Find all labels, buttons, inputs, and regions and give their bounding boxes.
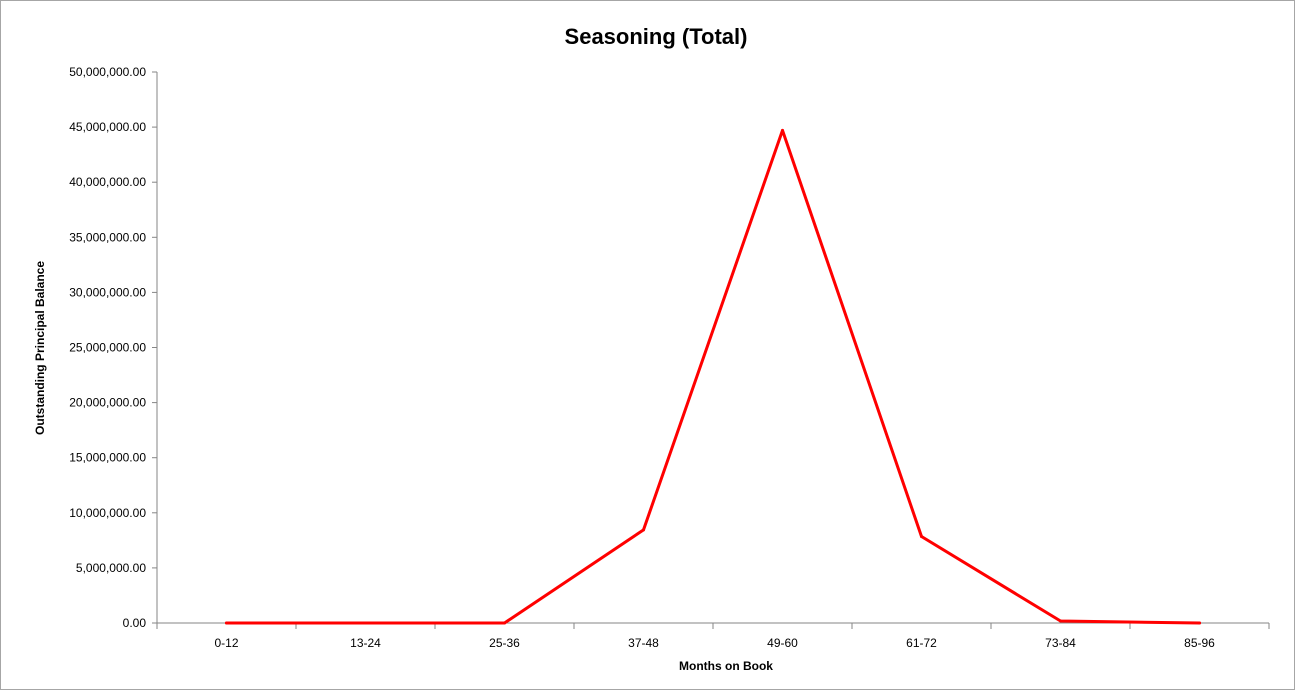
- y-tick-label: 20,000,000.00: [69, 396, 146, 410]
- x-tick-label: 25-36: [489, 636, 520, 650]
- data-point: [781, 128, 784, 132]
- y-tick-label: 30,000,000.00: [69, 285, 146, 299]
- y-tick-label: 15,000,000.00: [69, 451, 146, 465]
- data-point: [503, 621, 506, 625]
- x-tick-label: 85-96: [1184, 636, 1215, 650]
- y-tick-label: 50,000,000.00: [69, 65, 146, 79]
- x-tick-label: 49-60: [767, 636, 798, 650]
- data-point: [920, 534, 923, 538]
- y-tick-label: 0.00: [123, 616, 147, 630]
- chart-title: Seasoning (Total): [565, 24, 748, 49]
- data-point: [642, 528, 645, 532]
- data-point: [364, 621, 367, 625]
- data-point: [225, 621, 228, 625]
- data-point: [1198, 621, 1201, 625]
- x-axis: 0-12 13-24 25-36 37-48 49-60 61-72 73-84 85-96: [156, 622, 1270, 650]
- series-line: [225, 128, 1201, 625]
- y-tick-label: 10,000,000.00: [69, 506, 146, 520]
- y-tick-label: 35,000,000.00: [69, 230, 146, 244]
- x-axis-title: Months on Book: [679, 659, 773, 673]
- x-tick-label: 61-72: [906, 636, 937, 650]
- x-tick-label: 73-84: [1045, 636, 1076, 650]
- x-tick-label: 37-48: [628, 636, 659, 650]
- series-layer: [225, 128, 1201, 625]
- x-tick-label: 13-24: [350, 636, 381, 650]
- y-axis: 0.00 5,000,000.00 10,000,000.00 15,000,000.…: [69, 65, 158, 630]
- y-tick-label: 5,000,000.00: [76, 561, 146, 575]
- y-tick-label: 45,000,000.00: [69, 120, 146, 134]
- x-tick-label: 0-12: [214, 636, 238, 650]
- y-axis-title: Outstanding Principal Balance: [33, 261, 47, 435]
- y-tick-label: 40,000,000.00: [69, 175, 146, 189]
- data-point: [1059, 619, 1062, 623]
- y-tick-label: 25,000,000.00: [69, 341, 146, 355]
